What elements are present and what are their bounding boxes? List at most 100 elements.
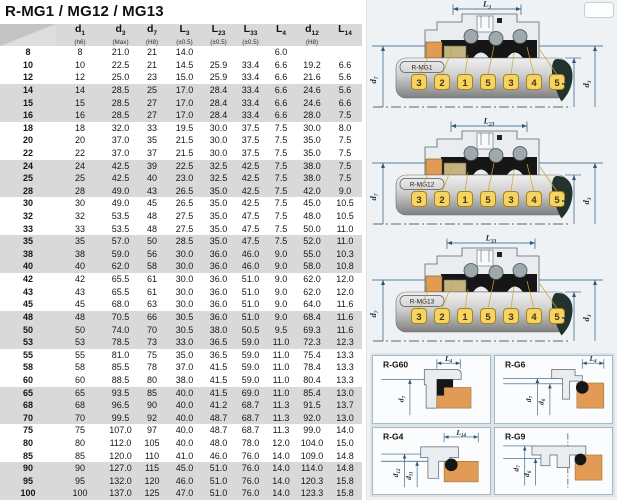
part-balloon	[549, 191, 565, 207]
value-cell: 49.0	[111, 185, 130, 196]
part-balloon	[526, 308, 542, 324]
part-number: 3	[508, 78, 513, 89]
value-cell: 23	[146, 72, 157, 83]
value-cell: 68.7	[241, 425, 260, 436]
table-row: 33 33 53.5 48 27.5 35.0 47.5 7.5 50.0 11.0	[0, 222, 362, 236]
value-cell	[328, 46, 362, 59]
value-cell: 42.5	[241, 173, 260, 184]
table-row: 90 90 127.0 115 45.0 51.0 76.0 14.0 114.0 14.8	[0, 462, 362, 475]
part-number: 5	[554, 195, 560, 206]
value-cell: 27	[146, 110, 157, 121]
column-header: L23 (±0.5)	[202, 24, 235, 47]
value-cell: 7.5	[274, 122, 288, 133]
part-number: 5	[485, 312, 491, 323]
table-body: 8 8 21.0 21 14.0 6.0 10 10 22.5 21 14.5 25.9 33.4 6.6…	[0, 46, 362, 500]
value-cell: 13.3	[336, 374, 354, 385]
value-cell: 7.5	[274, 211, 288, 222]
table-row: 58 58 85.5 78 37.0 41.5 59.0 11.0 78.4 13.3	[0, 361, 362, 374]
value-cell: 20	[74, 135, 85, 146]
value-cell: 12.0	[336, 286, 354, 297]
seat-ring	[443, 279, 467, 293]
value-cell: 69.0	[241, 387, 260, 398]
value-cell: 35	[146, 135, 157, 146]
value-cell: 47.5	[241, 211, 260, 222]
table-row: 95 95 132.0 120 46.0 51.0 76.0 14.0 120.3 15.8	[0, 474, 362, 488]
value-cell: 28.4	[209, 84, 228, 95]
row-size-label: 40	[22, 261, 33, 272]
table-row: 8 8 21.0 21 14.0 6.0	[0, 46, 362, 59]
row-size-label: 43	[22, 286, 33, 297]
row-size-label: 28	[22, 185, 33, 196]
value-cell: 32.5	[209, 160, 228, 171]
value-cell: 40	[74, 261, 85, 272]
value-cell: 137.0	[109, 488, 132, 499]
dimension-label: d3	[581, 197, 593, 204]
set-screw	[476, 249, 494, 267]
seat-cup	[425, 275, 443, 293]
table-row: 75 75 107.0 97 40.0 48.7 68.7 11.3 99.0 14.0	[0, 424, 362, 437]
value-cell: 17.0	[175, 97, 194, 108]
value-cell: 48.7	[209, 412, 228, 423]
part-balloon	[411, 191, 427, 207]
value-cell: 125	[144, 488, 160, 499]
part-number: 4	[531, 312, 537, 323]
value-cell: 78.0	[241, 437, 260, 448]
value-cell: 59.0	[111, 248, 130, 259]
spec-table: d1 (h6) d3 (Max) d7 (H8) L3 (±0.5) L23 (±0.5) L33(…	[0, 24, 362, 500]
value-cell: 22.5	[111, 59, 130, 70]
value-cell: 70	[146, 324, 157, 335]
value-cell: 7.5	[274, 147, 288, 158]
value-cell: 35.0	[209, 223, 228, 234]
value-cell: 17.0	[175, 110, 194, 121]
value-cell: 58	[146, 261, 157, 272]
part-number: 4	[531, 78, 537, 89]
value-cell: 55	[74, 349, 85, 360]
value-cell: 37.0	[175, 362, 194, 373]
table-row: 60 60 88.5 80 38.0 41.5 59.0 11.0 80.4 13.3	[0, 373, 362, 387]
value-cell: 26.5	[175, 198, 194, 209]
value-cell: 25	[146, 84, 157, 95]
value-cell: 14.0	[336, 425, 354, 436]
part-balloon	[434, 308, 450, 324]
value-cell: 60	[74, 374, 85, 385]
value-cell: 33	[74, 223, 85, 234]
value-cell: 8	[77, 47, 83, 58]
row-size-label: 65	[22, 387, 33, 398]
part-balloon	[503, 191, 519, 207]
part-balloon	[457, 74, 473, 90]
value-cell: 30.0	[175, 261, 194, 272]
page-title: R-MG1 / MG12 / MG13	[5, 3, 164, 20]
part-balloon	[411, 74, 427, 90]
row-size-label: 25	[22, 173, 33, 184]
value-cell: 52.0	[303, 236, 321, 247]
value-cell: 46.0	[175, 475, 194, 486]
value-cell: 36.5	[209, 337, 228, 348]
value-cell: 36.0	[209, 299, 228, 310]
part-balloon	[503, 308, 519, 324]
spring	[463, 263, 479, 278]
value-cell: 62.0	[111, 261, 130, 272]
value-cell: 110	[144, 450, 160, 461]
value-cell: 35.0	[303, 135, 321, 146]
value-cell: 91.5	[303, 400, 321, 411]
row-size-label: 10	[22, 59, 33, 70]
row-size-label: 38	[22, 248, 33, 259]
value-cell: 9.5	[274, 324, 288, 335]
value-cell: 9.0	[274, 274, 288, 285]
value-cell: 50	[146, 236, 157, 247]
spring	[463, 146, 479, 161]
row-size-label: 68	[22, 400, 33, 411]
value-cell: 46.0	[241, 248, 260, 259]
value-cell: 27.5	[175, 223, 194, 234]
value-cell: 75	[74, 425, 85, 436]
value-cell: 25.0	[111, 72, 130, 83]
part-number: 3	[416, 312, 421, 323]
value-cell: 42.5	[241, 198, 260, 209]
value-cell: 21.0	[111, 47, 130, 58]
value-cell: 30.0	[175, 274, 194, 285]
value-cell: 90	[74, 463, 85, 474]
value-cell: 51.0	[209, 488, 228, 499]
table-row: 20 20 37.0 35 21.5 30.0 37.5 7.5 35.0 7.5	[0, 134, 362, 147]
part-number: 2	[439, 312, 444, 323]
